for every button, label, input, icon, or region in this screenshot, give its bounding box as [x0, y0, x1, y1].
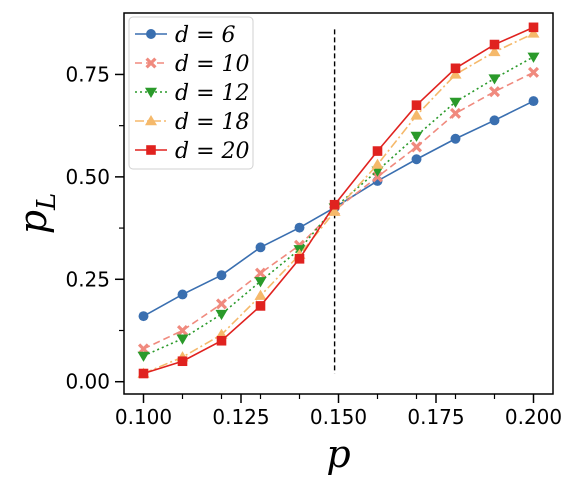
- x-axis-label: p: [326, 432, 350, 476]
- data-point: [528, 22, 539, 33]
- data-point: [329, 199, 340, 210]
- y-tick-label: 0.75: [65, 62, 110, 86]
- data-point-stroke: [449, 107, 462, 119]
- data-point: [176, 324, 189, 337]
- x-tick-label: 0.200: [505, 405, 562, 429]
- x-tick-label: 0.175: [407, 405, 464, 429]
- legend-marker: [145, 57, 157, 69]
- data-point: [527, 52, 540, 63]
- data-point: [411, 154, 422, 165]
- data-point: [254, 277, 267, 288]
- legend-marker: [146, 29, 156, 39]
- data-point: [489, 115, 500, 126]
- data-point: [450, 133, 461, 144]
- data-point: [449, 107, 462, 119]
- data-point: [215, 309, 228, 321]
- data-point: [215, 298, 228, 310]
- legend-label: d = 12: [175, 81, 250, 106]
- data-point-stroke: [215, 298, 228, 310]
- data-point: [410, 109, 423, 120]
- y-tick-label: 0.00: [65, 370, 110, 394]
- legend-marker-stroke: [145, 57, 157, 69]
- data-point: [294, 254, 305, 264]
- y-axis-label: pL: [11, 193, 62, 235]
- legend-label: d = 20: [175, 139, 250, 164]
- data-point: [216, 335, 227, 346]
- x-tick-label: 0.150: [310, 405, 367, 429]
- data-point: [527, 27, 540, 38]
- data-point-stroke: [176, 324, 189, 337]
- data-point: [488, 74, 501, 85]
- data-point: [177, 356, 188, 367]
- data-point: [176, 334, 189, 345]
- legend-marker: [146, 145, 156, 155]
- y-tick-label: 0.25: [65, 267, 110, 291]
- data-point: [488, 45, 501, 57]
- data-point: [449, 68, 462, 79]
- data-point: [488, 86, 501, 98]
- data-point: [489, 39, 500, 50]
- y-tick-label: 0.50: [65, 165, 110, 189]
- data-point: [254, 267, 267, 279]
- data-point: [138, 311, 149, 322]
- legend-label: d = 10: [175, 52, 250, 77]
- x-tick-label: 0.100: [115, 405, 172, 429]
- data-point: [527, 66, 540, 78]
- series-line-3: [143, 56, 534, 357]
- data-point: [216, 270, 227, 281]
- data-point: [328, 205, 341, 216]
- series-line-4: [143, 32, 534, 375]
- data-point: [450, 63, 461, 74]
- data-point-stroke: [410, 141, 423, 153]
- data-point: [371, 158, 384, 169]
- data-point: [255, 301, 266, 311]
- data-point: [177, 289, 188, 300]
- data-point: [255, 242, 266, 253]
- data-point: [254, 289, 267, 300]
- data-point: [138, 368, 149, 379]
- data-point: [449, 97, 462, 108]
- legend-marker: [145, 87, 157, 98]
- data-point-stroke: [254, 267, 267, 279]
- legend-marker: [145, 115, 157, 126]
- data-point-stroke: [527, 66, 540, 78]
- data-point: [410, 141, 423, 153]
- data-point: [528, 96, 539, 107]
- x-tick-label: 0.125: [212, 405, 269, 429]
- data-point: [137, 351, 150, 362]
- data-point: [410, 131, 423, 142]
- data-point: [371, 166, 384, 177]
- legend-label: d = 18: [175, 110, 250, 135]
- data-point: [411, 100, 422, 110]
- data-point-stroke: [371, 171, 384, 183]
- data-point: [372, 146, 383, 156]
- data-point: [294, 222, 305, 233]
- data-point-stroke: [488, 86, 501, 98]
- legend-box: [128, 16, 254, 170]
- legend-label: d = 6: [175, 23, 236, 48]
